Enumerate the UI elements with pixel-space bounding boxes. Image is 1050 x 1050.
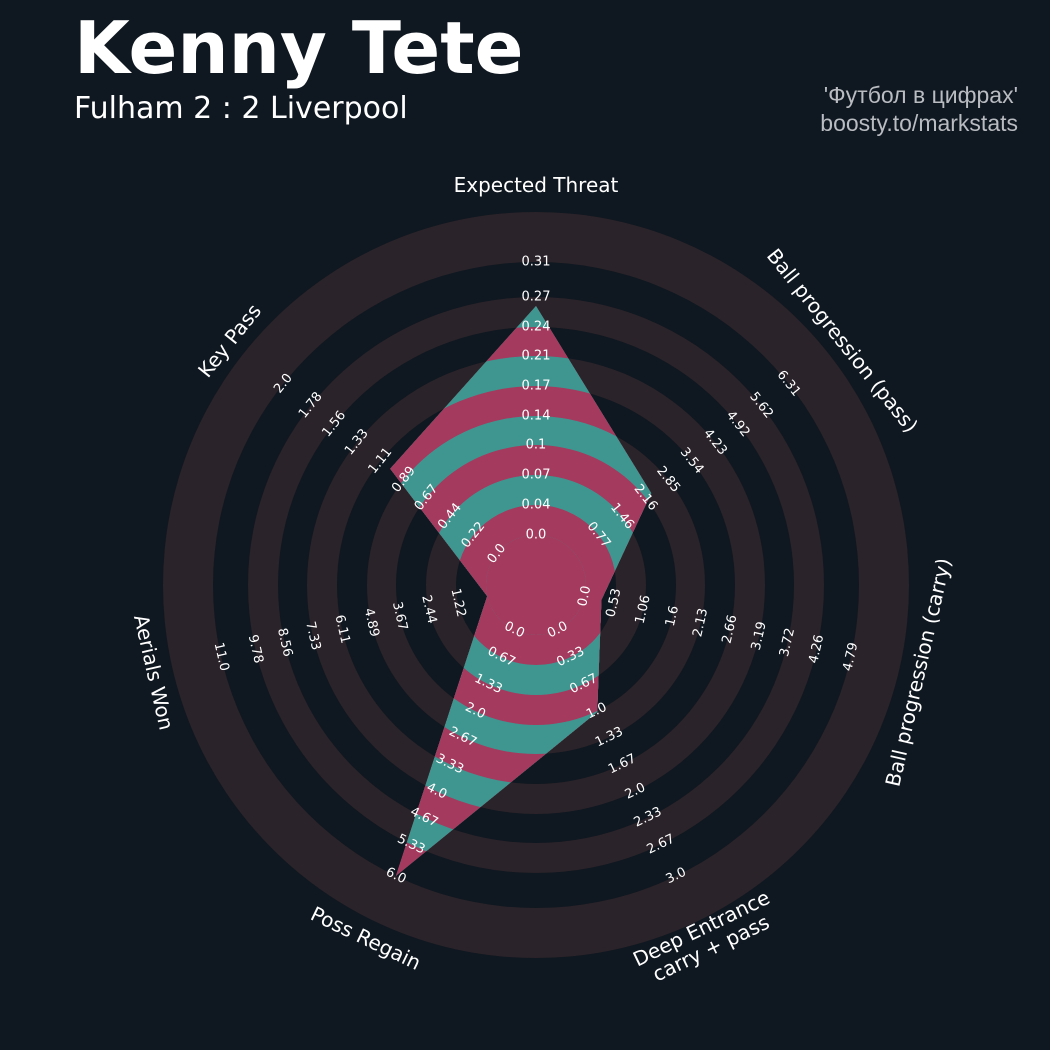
tick-label: 0.14	[522, 409, 551, 424]
tick-label: 1.22	[447, 587, 468, 619]
tick-label: 9.78	[245, 633, 266, 665]
match-score: Fulham 2 : 2 Liverpool	[74, 91, 408, 126]
credit-channel: 'Футбол в цифрах'	[823, 82, 1018, 108]
tick-label: 0.27	[522, 290, 551, 305]
tick-label: 4.26	[806, 633, 827, 665]
axis-ticks-2: 0.0 0.53 1.06 1.6 2.13 2.66 3.19 3.72 4.26 4.79	[575, 584, 861, 672]
tick-label: 4.79	[840, 641, 861, 673]
player-name: Kenny Tete	[74, 6, 524, 90]
credit-link[interactable]: boosty.to/markstats	[820, 110, 1018, 136]
tick-label: 3.67	[389, 600, 410, 632]
tick-label: 3.72	[777, 627, 798, 659]
data-fill-core	[486, 535, 586, 635]
tick-label: 0.24	[522, 320, 551, 335]
tick-label: 0.31	[522, 255, 551, 270]
tick-label: 2.13	[690, 607, 711, 639]
tick-label: 0.17	[522, 379, 551, 394]
tick-label: 0.21	[522, 349, 551, 364]
axis-title: Expected Threat	[454, 173, 619, 197]
tick-label: 2.44	[418, 594, 439, 626]
tick-label: 0.0	[526, 528, 547, 543]
tick-label: 3.19	[749, 620, 770, 652]
tick-label: 0.53	[603, 587, 624, 619]
tick-label: 0.0	[575, 584, 594, 608]
tick-label: 1.6	[663, 604, 682, 628]
axis-ticks-5: 1.22 2.44 3.67 4.89 6.11 7.33 8.56 9.78 11.0	[211, 587, 469, 673]
tick-label: 4.89	[361, 607, 382, 639]
tick-label: 0.04	[522, 498, 551, 513]
tick-label: 8.56	[274, 627, 295, 659]
tick-label: 11.0	[211, 641, 232, 673]
axis-ticks-0: 0.0 0.04 0.07 0.1 0.14 0.17 0.21 0.24 0.27 0.31	[522, 255, 551, 543]
tick-label: 7.33	[302, 620, 323, 652]
tick-label: 6.11	[331, 613, 352, 645]
tick-label: 2.66	[719, 613, 740, 645]
tick-label: 0.07	[522, 468, 551, 483]
tick-label: 1.06	[633, 594, 654, 626]
tick-label: 0.1	[526, 438, 547, 453]
